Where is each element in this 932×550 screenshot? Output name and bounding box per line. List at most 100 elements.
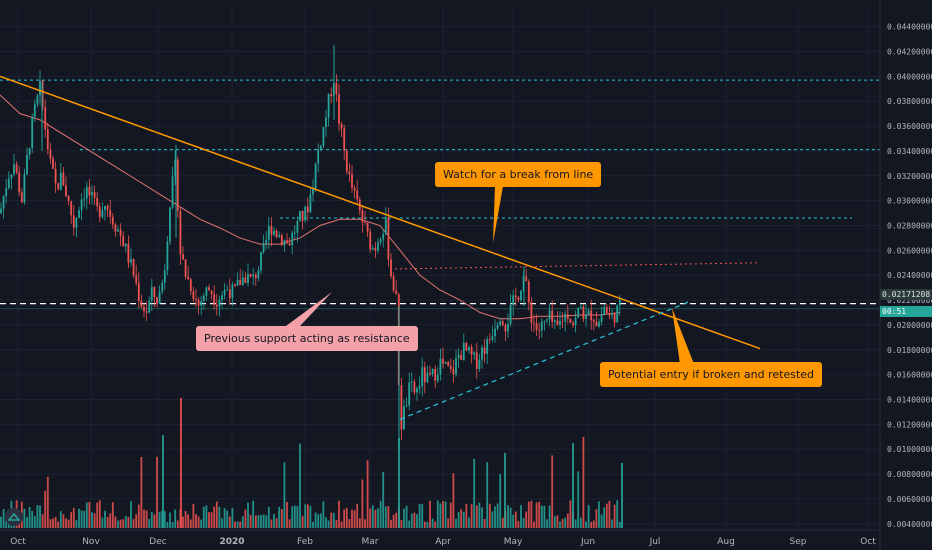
- volume-bar: [390, 519, 392, 528]
- volume-bar: [54, 516, 57, 528]
- candle-body: [608, 313, 611, 316]
- candle-body: [507, 323, 509, 332]
- volume-bar: [608, 500, 611, 528]
- candle-body: [600, 314, 603, 322]
- volume-bar: [590, 521, 593, 528]
- volume-bar: [457, 511, 460, 528]
- price-axis[interactable]: 0.04400000 0.04200000 0.04000000 0.03800000…: [887, 23, 932, 529]
- candle-body: [215, 304, 218, 307]
- volume-bar: [358, 518, 361, 528]
- volume-bar: [278, 506, 281, 528]
- candle-body: [132, 259, 135, 276]
- volume-bar: [223, 508, 226, 528]
- price-tick-label: 0.00800000: [887, 470, 932, 479]
- volume-bar: [236, 521, 239, 528]
- volume-bar: [83, 511, 86, 528]
- volume-bar: [371, 505, 374, 528]
- time-tick-label: Mar: [362, 537, 379, 547]
- candle-body: [595, 321, 598, 327]
- candle-body: [135, 275, 138, 283]
- candle-body: [309, 194, 312, 213]
- candle-body: [75, 218, 78, 228]
- candle-body: [473, 352, 476, 355]
- volume-bar: [49, 519, 52, 528]
- volume-bar: [439, 503, 442, 528]
- price-tick-label: 0.02800000: [887, 222, 932, 231]
- candle-body: [140, 301, 143, 307]
- volume-bar: [156, 456, 158, 528]
- candle-body: [322, 126, 325, 146]
- volume-bar: [343, 509, 346, 528]
- annotation-entry[interactable]: Potential entry if broken and retested: [600, 362, 823, 387]
- candle-body: [189, 279, 192, 292]
- volume-bar: [421, 504, 424, 528]
- price-tick-label: 0.03400000: [887, 147, 932, 156]
- volume-bar: [392, 514, 395, 528]
- volume-bar: [592, 520, 595, 528]
- candle-body: [18, 172, 21, 193]
- candle-body: [439, 358, 442, 375]
- target-level-line: [389, 262, 761, 270]
- candle-body: [156, 297, 158, 304]
- price-tick-label: 0.04000000: [887, 72, 932, 81]
- candle-body: [28, 148, 31, 155]
- candle-body: [603, 306, 606, 315]
- candle-body: [574, 317, 577, 326]
- candle-body: [535, 323, 538, 330]
- time-tick-label: 2020: [219, 537, 244, 547]
- volume-bar: [262, 514, 265, 528]
- candle-body: [462, 342, 465, 360]
- volume-bar: [96, 502, 99, 528]
- candle-body: [605, 306, 608, 314]
- volume-bar: [423, 521, 426, 528]
- candle-body: [335, 83, 338, 95]
- volume-bar: [322, 501, 325, 528]
- volume-bar: [260, 515, 262, 528]
- candle-body: [299, 210, 301, 221]
- candle-body: [616, 305, 619, 323]
- candle-body: [527, 281, 530, 303]
- candle-body: [465, 342, 468, 351]
- candle-body: [67, 195, 70, 201]
- volume-bar: [85, 502, 88, 528]
- candle-body: [455, 357, 457, 375]
- volume-bar: [452, 473, 455, 528]
- volume-bar: [405, 505, 408, 528]
- time-tick-label: Sep: [790, 537, 807, 547]
- candle-body: [26, 154, 28, 175]
- volume-bar: [26, 517, 28, 528]
- volume-bar: [202, 506, 205, 528]
- time-tick-label: May: [504, 537, 523, 547]
- time-axis[interactable]: Oct Nov Dec 2020 Feb Mar Apr May Jun Jul Aug Sep Oct: [10, 537, 876, 547]
- volume-bar: [400, 520, 403, 528]
- candle-body: [520, 290, 522, 300]
- volume-bar: [488, 503, 491, 528]
- volume-bar: [535, 502, 538, 528]
- trend-lines[interactable]: [0, 75, 761, 420]
- volume-bar: [93, 513, 96, 528]
- annotation-break[interactable]: Watch for a break from line: [435, 162, 602, 187]
- candle-body: [361, 210, 364, 223]
- candle-body: [244, 277, 247, 283]
- volume-bar: [304, 504, 307, 528]
- time-tick-label: Feb: [297, 537, 313, 547]
- candle-body: [52, 158, 54, 169]
- candle-body: [273, 230, 275, 235]
- volume-bar: [447, 518, 450, 528]
- volume-bar: [527, 501, 530, 528]
- volume-bar: [205, 505, 208, 528]
- candle-body: [200, 300, 203, 306]
- candle-body: [54, 168, 57, 184]
- candle-body: [413, 381, 416, 393]
- candle-body: [41, 80, 44, 108]
- volume-bar: [286, 501, 288, 528]
- volume-bar: [163, 511, 166, 528]
- annotation-support[interactable]: Previous support acting as resistance: [196, 326, 418, 351]
- candle-body: [431, 368, 434, 375]
- candle-body: [286, 240, 288, 244]
- tradingview-logo-icon[interactable]: [5, 508, 23, 526]
- volume-bar: [210, 512, 213, 528]
- candlestick-series: [0, 45, 621, 447]
- candle-body: [80, 199, 83, 211]
